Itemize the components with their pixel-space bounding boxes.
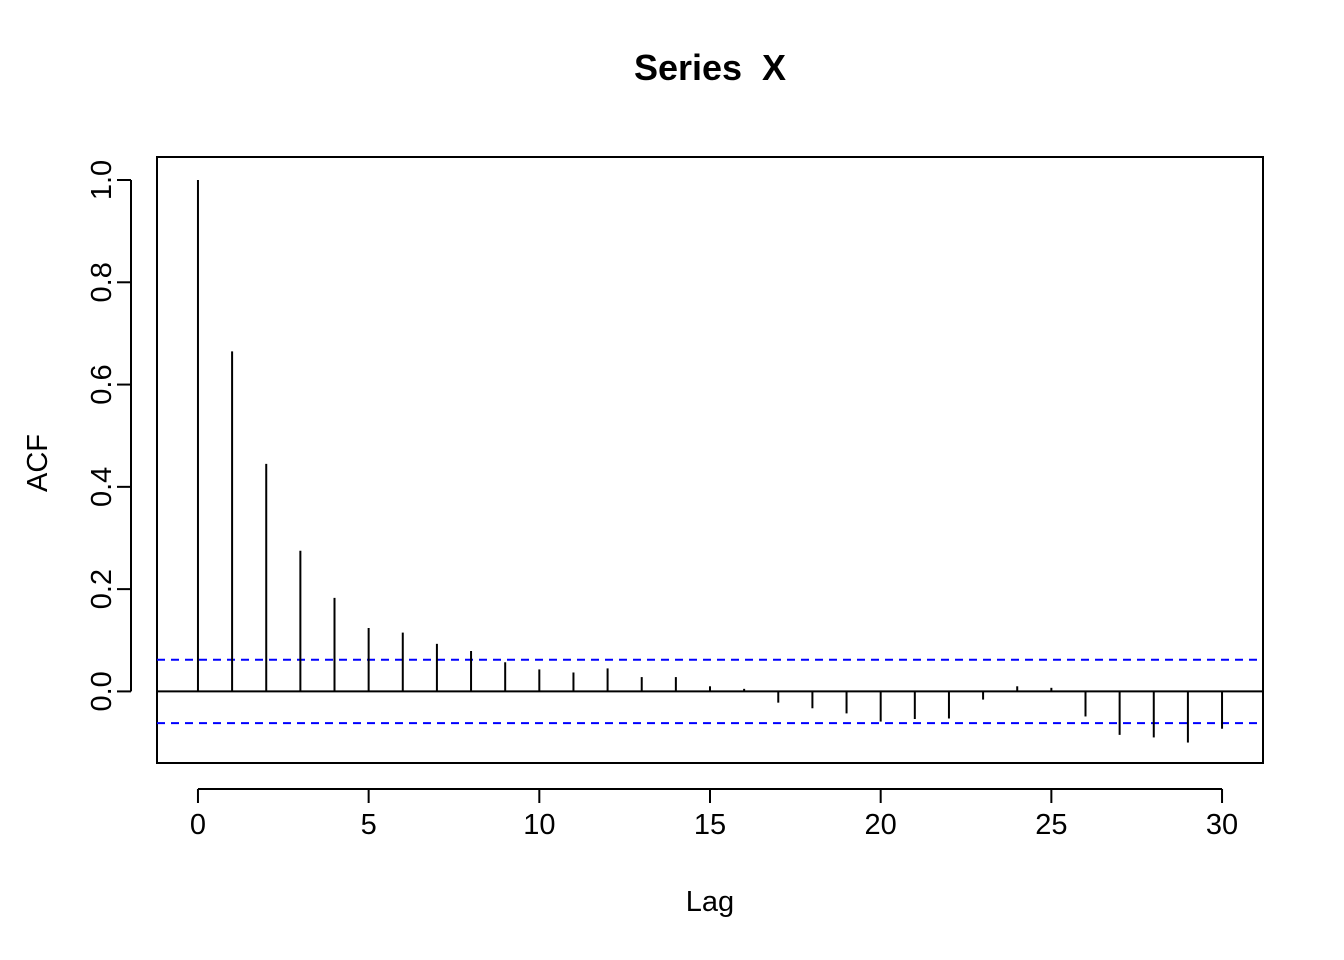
x-tick-label: 20	[865, 809, 897, 841]
x-axis: 0 5 10 15 20 25 30	[190, 788, 1238, 841]
x-tick-label: 5	[361, 809, 377, 841]
x-tick-label: 25	[1035, 809, 1067, 841]
y-tick-label: 0.2	[86, 569, 118, 609]
x-tick-label: 15	[694, 809, 726, 841]
y-tick-label: 1.0	[86, 160, 118, 200]
y-axis: 0.0 0.2 0.4 0.6 0.8 1.0	[86, 160, 132, 712]
x-tick-label: 0	[190, 809, 206, 841]
chart-title: Series X	[634, 47, 786, 88]
y-tick-label: 0.8	[86, 262, 118, 302]
acf-bars	[196, 180, 1224, 743]
x-axis-label: Lag	[686, 886, 734, 918]
plot-frame	[156, 156, 1264, 764]
x-tick-label: 10	[523, 809, 555, 841]
y-tick-label: 0.0	[86, 671, 118, 711]
x-tick-label: 30	[1206, 809, 1238, 841]
y-tick-label: 0.4	[86, 467, 118, 507]
y-axis-label: ACF	[22, 434, 54, 492]
y-tick-label: 0.6	[86, 364, 118, 404]
